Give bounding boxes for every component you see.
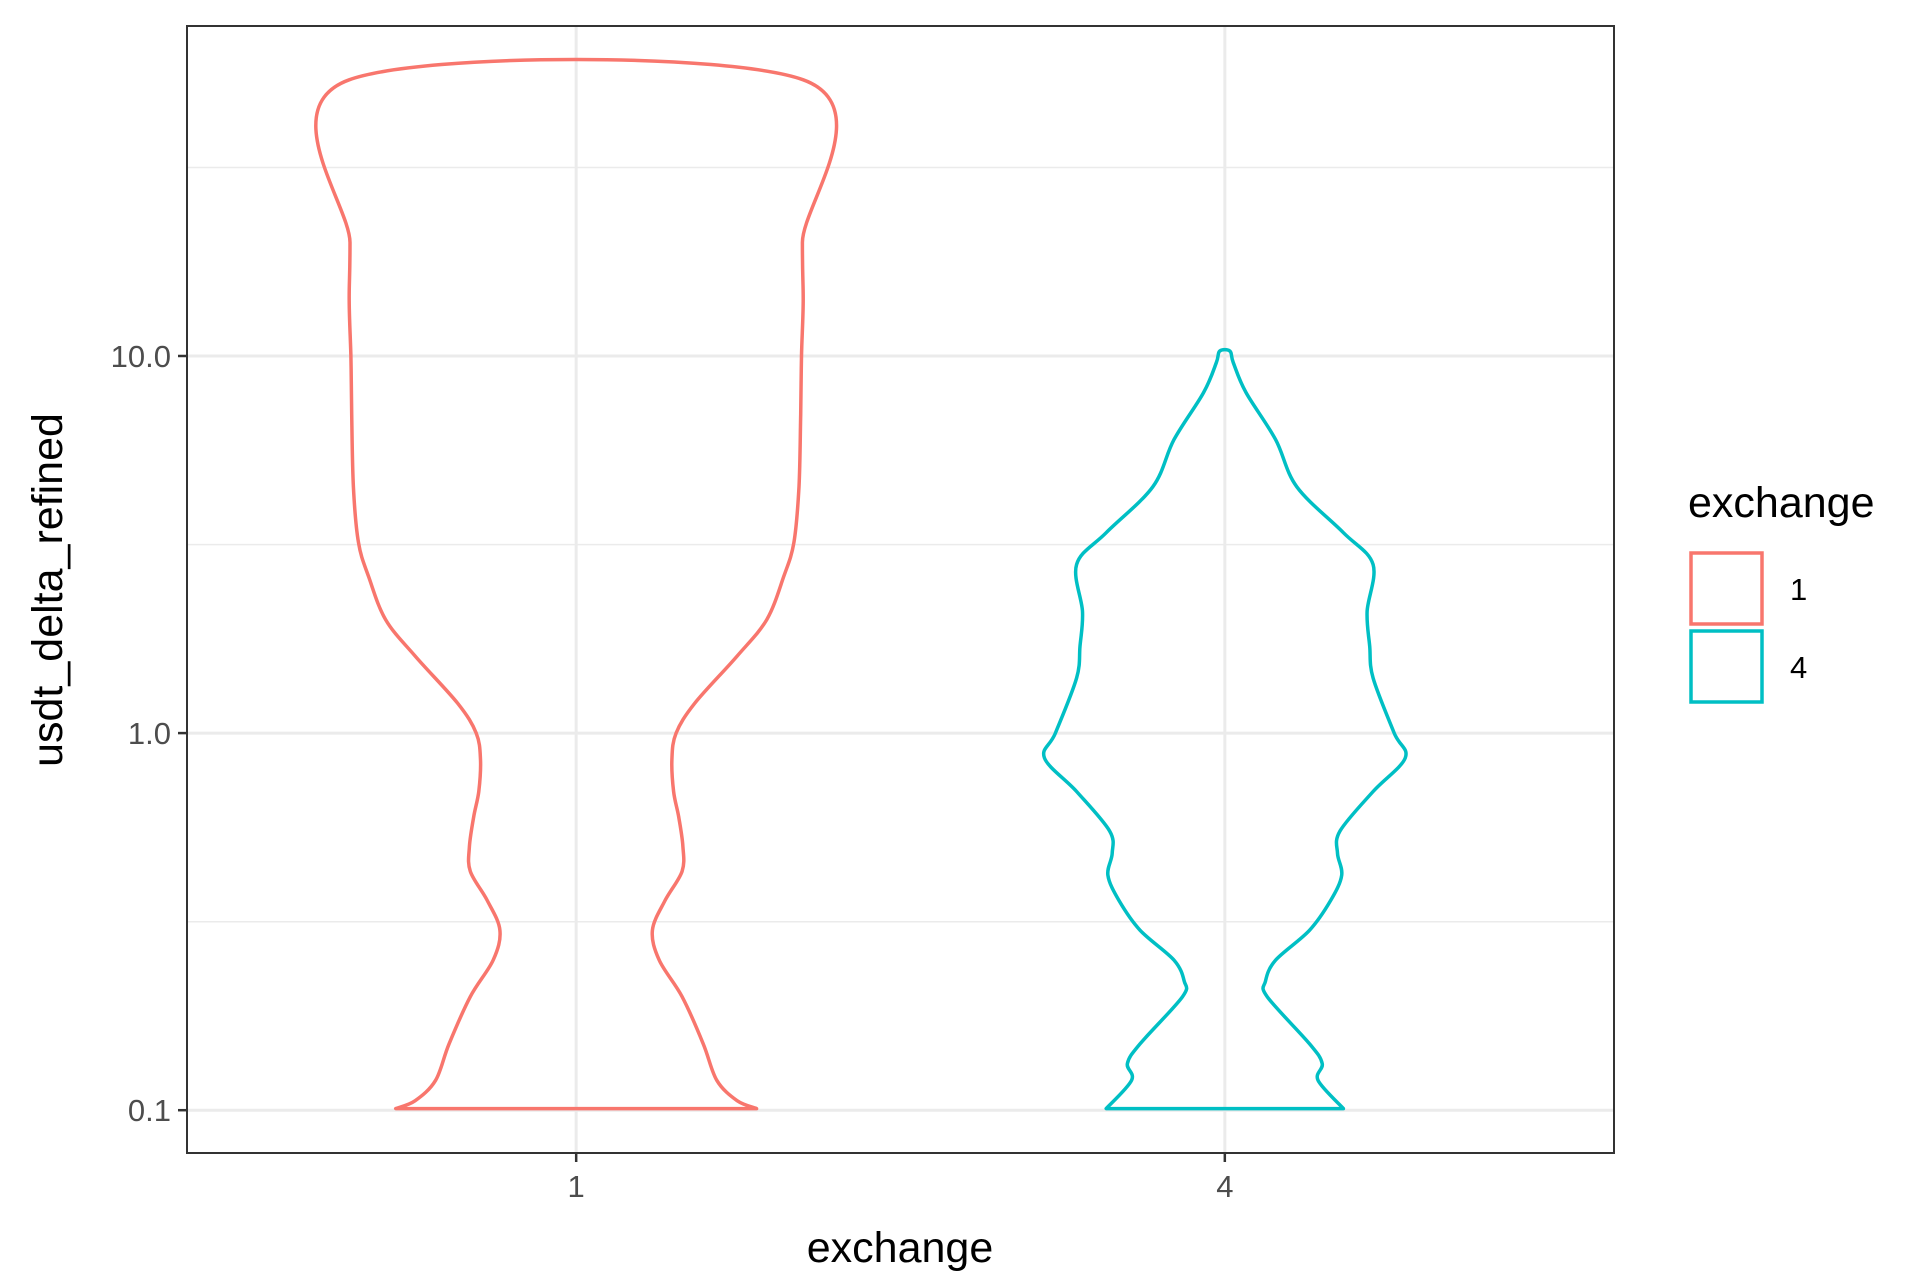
legend-key-4 <box>1689 629 1764 704</box>
panel-border <box>186 25 1615 1154</box>
legend-label-4: 4 <box>1790 650 1807 685</box>
y-axis: 0.1 1.0 10.0 <box>111 339 187 1128</box>
legend-entries: 14 <box>1689 551 1807 704</box>
violins <box>314 57 1408 1111</box>
y-tick-label: 1.0 <box>128 716 171 751</box>
x-tick-label: 1 <box>568 1169 585 1204</box>
y-tick-label: 10.0 <box>111 339 171 374</box>
violin-1 <box>314 57 839 1111</box>
legend-label-1: 1 <box>1790 572 1807 607</box>
legend-key-1 <box>1689 551 1764 626</box>
y-axis-title: usdt_delta_refined <box>24 413 72 767</box>
legend-title: exchange <box>1688 479 1875 527</box>
x-tick-label: 4 <box>1216 1169 1233 1204</box>
legend: exchange 14 <box>1688 479 1875 704</box>
y-tick-label: 0.1 <box>128 1093 171 1128</box>
x-axis-title: exchange <box>807 1224 994 1272</box>
violin-4 <box>1041 347 1408 1111</box>
plot-panel <box>187 26 1614 1153</box>
